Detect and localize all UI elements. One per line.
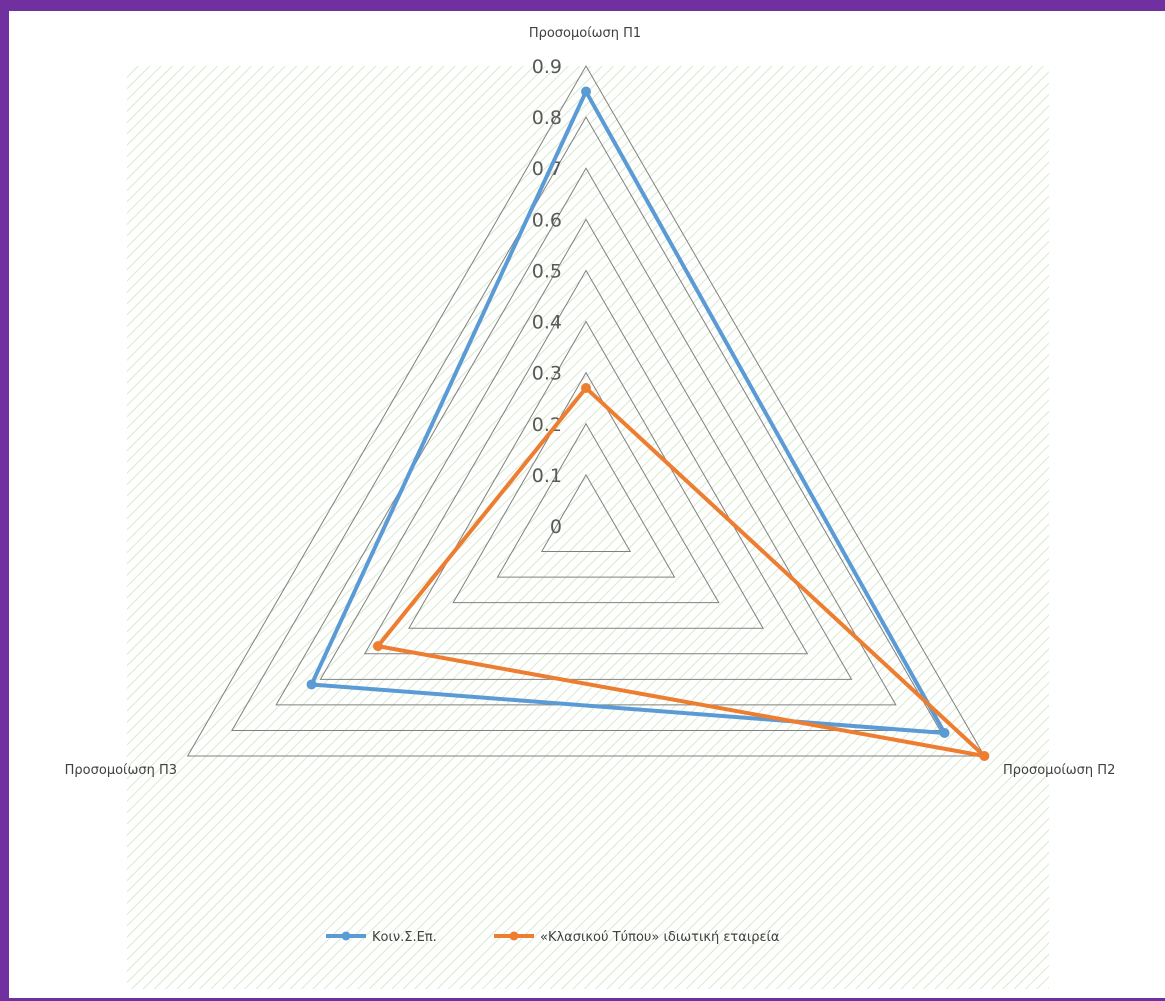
gridline-ring-1 (540, 473, 632, 553)
legend-marker-series-2 (509, 931, 519, 941)
tick-label: 0.3 (532, 363, 562, 385)
series-1-point-3[interactable] (306, 679, 317, 690)
series-2-point-2[interactable] (979, 751, 990, 761)
tick-labels: 00.10.20.30.40.50.60.70.80.9 (532, 56, 562, 538)
gridline-ring-6 (319, 218, 853, 680)
axis-label-p3: Προσομοίωση Π3 (65, 763, 177, 778)
series-1-point-1[interactable] (581, 86, 591, 97)
legend: Κοιν.Σ.Επ. «Κλασικού Τύπου» ιδιωτική ετα… (326, 930, 779, 945)
tick-label: 0.1 (532, 465, 562, 487)
legend-entry-series-1[interactable]: Κοιν.Σ.Επ. (326, 930, 437, 945)
gridline-ring-8 (231, 116, 941, 731)
tick-label: 0.6 (532, 209, 562, 231)
tick-label: 0.8 (532, 107, 562, 129)
gridline-ring-3 (452, 371, 720, 604)
series-line-2 (375, 386, 987, 758)
legend-marker-series-1 (341, 931, 351, 941)
gridline-ring-9 (186, 65, 986, 757)
tick-label: 0.5 (532, 260, 562, 282)
gridline-ring-5 (363, 269, 809, 655)
tick-label: 0.9 (532, 56, 562, 78)
legend-label-series-2: «Κλασικού Τύπου» ιδιωτική εταιρεία (540, 930, 779, 945)
gridline-ring-4 (408, 320, 764, 629)
axis-label-p1: Προσομοίωση Π1 (529, 26, 641, 41)
legend-entry-series-2[interactable]: «Κλασικού Τύπου» ιδιωτική εταιρεία (494, 930, 779, 945)
legend-label-series-1: Κοιν.Σ.Επ. (372, 930, 437, 945)
tick-label: 0.4 (532, 312, 562, 334)
gridline-ring-2 (496, 422, 676, 578)
plot-area (127, 66, 1049, 989)
data-series (306, 86, 990, 761)
axis-label-p2: Προσομοίωση Π2 (1003, 763, 1115, 778)
series-2-point-3[interactable] (372, 641, 383, 652)
series-2-point-1[interactable] (581, 383, 591, 393)
radar-grid (186, 65, 986, 757)
tick-label: 0 (550, 516, 562, 538)
series-line-1 (309, 89, 947, 735)
series-1-point-2[interactable] (939, 728, 950, 738)
